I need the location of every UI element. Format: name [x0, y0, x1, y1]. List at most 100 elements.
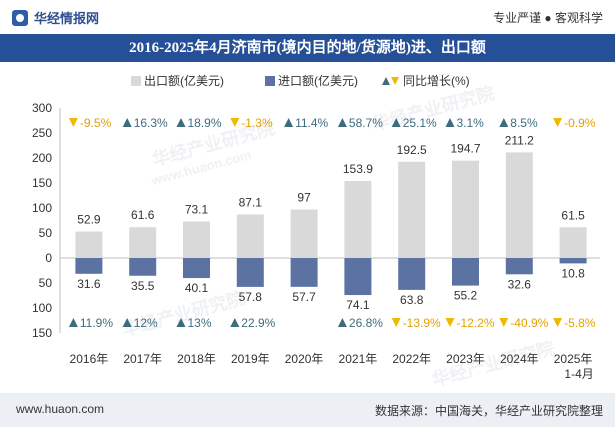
footer: www.huaon.com 数据来源：中国海关，华经产业研究院整理 [0, 393, 615, 427]
import-value-label: 40.1 [185, 281, 209, 295]
footer-source: 数据来源：中国海关，华经产业研究院整理 [374, 404, 603, 418]
plot-area: 52.9 31.6 -9.5% 11.9% 61.6 35.5 16.3% 12% 73.1 40… [60, 116, 600, 330]
x-axis: 2016年 2017年 2018年 2019年 2020年 2021年 2022年 2023年… [70, 352, 594, 381]
export-bar [183, 221, 210, 258]
import-bar [344, 258, 372, 296]
x-tick-label: 2021年 [339, 352, 378, 366]
tagline: 专业严谨 ● 客观科学 [493, 11, 603, 25]
growth-label: -12.2% [457, 316, 495, 330]
up-triangle-icon [122, 318, 132, 327]
import-value-label: 55.2 [454, 289, 478, 303]
up-triangle-icon [445, 118, 455, 127]
up-triangle-icon [499, 118, 509, 127]
import-bar [129, 258, 157, 276]
export-value-label: 211.2 [505, 133, 534, 147]
x-tick-label: 2018年 [177, 352, 216, 366]
brand[interactable]: 华经情报网 [12, 8, 99, 27]
growth-label: 11.4% [295, 116, 328, 130]
import-bar [398, 258, 426, 290]
export-value-label: 192.5 [397, 143, 427, 157]
export-value-label: 194.7 [450, 142, 480, 156]
export-bar [559, 227, 587, 258]
x-tick-label: 1-4月 [564, 367, 593, 381]
legend-export-swatch [131, 76, 141, 86]
import-bar [452, 258, 479, 286]
up-triangle-icon [337, 318, 347, 327]
legend-down-triangle-icon [391, 77, 399, 85]
down-triangle-icon [445, 318, 455, 327]
export-bar [452, 160, 479, 258]
legend: 出口额(亿美元) 进口额(亿美元) 同比增长(%) [131, 73, 470, 88]
export-value-label: 97 [297, 191, 311, 205]
up-triangle-icon [337, 118, 347, 127]
growth-label: -0.9% [564, 116, 596, 130]
export-bar [129, 227, 157, 258]
growth-label: 16.3% [134, 116, 168, 130]
legend-import-swatch [265, 76, 275, 86]
y-tick-label: 50 [39, 276, 53, 290]
export-bar [505, 152, 533, 258]
up-triangle-icon [122, 118, 132, 127]
import-bar [183, 258, 210, 279]
export-value-label: 87.1 [239, 195, 263, 209]
up-triangle-icon [391, 118, 401, 127]
legend-export-label: 出口额(亿美元) [144, 73, 224, 88]
up-triangle-icon [176, 118, 186, 127]
growth-label: 8.5% [510, 116, 538, 130]
up-triangle-icon [68, 318, 78, 327]
import-value-label: 35.5 [131, 279, 155, 293]
chart-title: 2016-2025年4月济南市(境内目的地/货源地)进、出口额 [0, 34, 615, 62]
growth-label: -1.3% [241, 116, 273, 130]
y-tick-label: 150 [32, 176, 52, 190]
export-bar [344, 181, 372, 258]
import-value-label: 31.6 [77, 277, 101, 291]
y-tick-label: 300 [32, 101, 52, 115]
export-bar [290, 209, 318, 258]
footer-url[interactable]: www.huaon.com [16, 402, 105, 416]
up-triangle-icon [176, 318, 186, 327]
growth-label: 18.9% [188, 116, 222, 130]
import-value-label: 74.1 [346, 298, 370, 312]
legend-import-label: 进口额(亿美元) [278, 73, 358, 88]
growth-label: 22.9% [241, 316, 275, 330]
down-triangle-icon [68, 118, 78, 127]
growth-label: -13.9% [403, 316, 441, 330]
top-bar: 华经情报网 专业严谨 ● 客观科学 [0, 0, 615, 34]
growth-label: 58.7% [349, 116, 383, 130]
export-value-label: 52.9 [77, 213, 101, 227]
chart-svg: 出口额(亿美元) 进口额(亿美元) 同比增长(%) 300 250 200 150 10… [32, 73, 600, 381]
up-triangle-icon [230, 318, 240, 327]
growth-label: 13% [188, 316, 212, 330]
x-tick-label: 2023年 [446, 352, 485, 366]
growth-label: -40.9% [510, 316, 548, 330]
x-tick-label: 2020年 [285, 352, 324, 366]
growth-label: -5.8% [564, 316, 596, 330]
down-triangle-icon [391, 318, 401, 327]
export-value-label: 73.1 [185, 202, 209, 216]
import-bar [559, 258, 587, 264]
growth-label: 26.8% [349, 316, 383, 330]
down-triangle-icon [499, 318, 509, 327]
x-tick-label: 2016年 [70, 352, 109, 366]
x-tick-label: 2022年 [392, 352, 431, 366]
growth-label: 11.9% [80, 316, 113, 330]
legend-up-triangle-icon [382, 77, 390, 85]
import-value-label: 32.6 [508, 277, 532, 291]
growth-label: 12% [134, 316, 158, 330]
import-value-label: 57.8 [239, 290, 263, 304]
y-tick-label: 100 [32, 301, 52, 315]
up-triangle-icon [284, 118, 294, 127]
import-bar [505, 258, 533, 275]
down-triangle-icon [553, 118, 563, 127]
growth-label: 25.1% [403, 116, 437, 130]
down-triangle-icon [553, 318, 563, 327]
y-tick-label: 50 [39, 226, 53, 240]
logo-icon [12, 9, 28, 26]
export-bar [75, 231, 103, 258]
y-tick-label: 0 [45, 251, 52, 265]
y-tick-label: 150 [32, 326, 52, 340]
x-tick-label: 2017年 [123, 352, 162, 366]
y-axis: 300 250 200 150 100 50 0 50 100 150 [32, 101, 61, 340]
y-tick-label: 200 [32, 151, 52, 165]
